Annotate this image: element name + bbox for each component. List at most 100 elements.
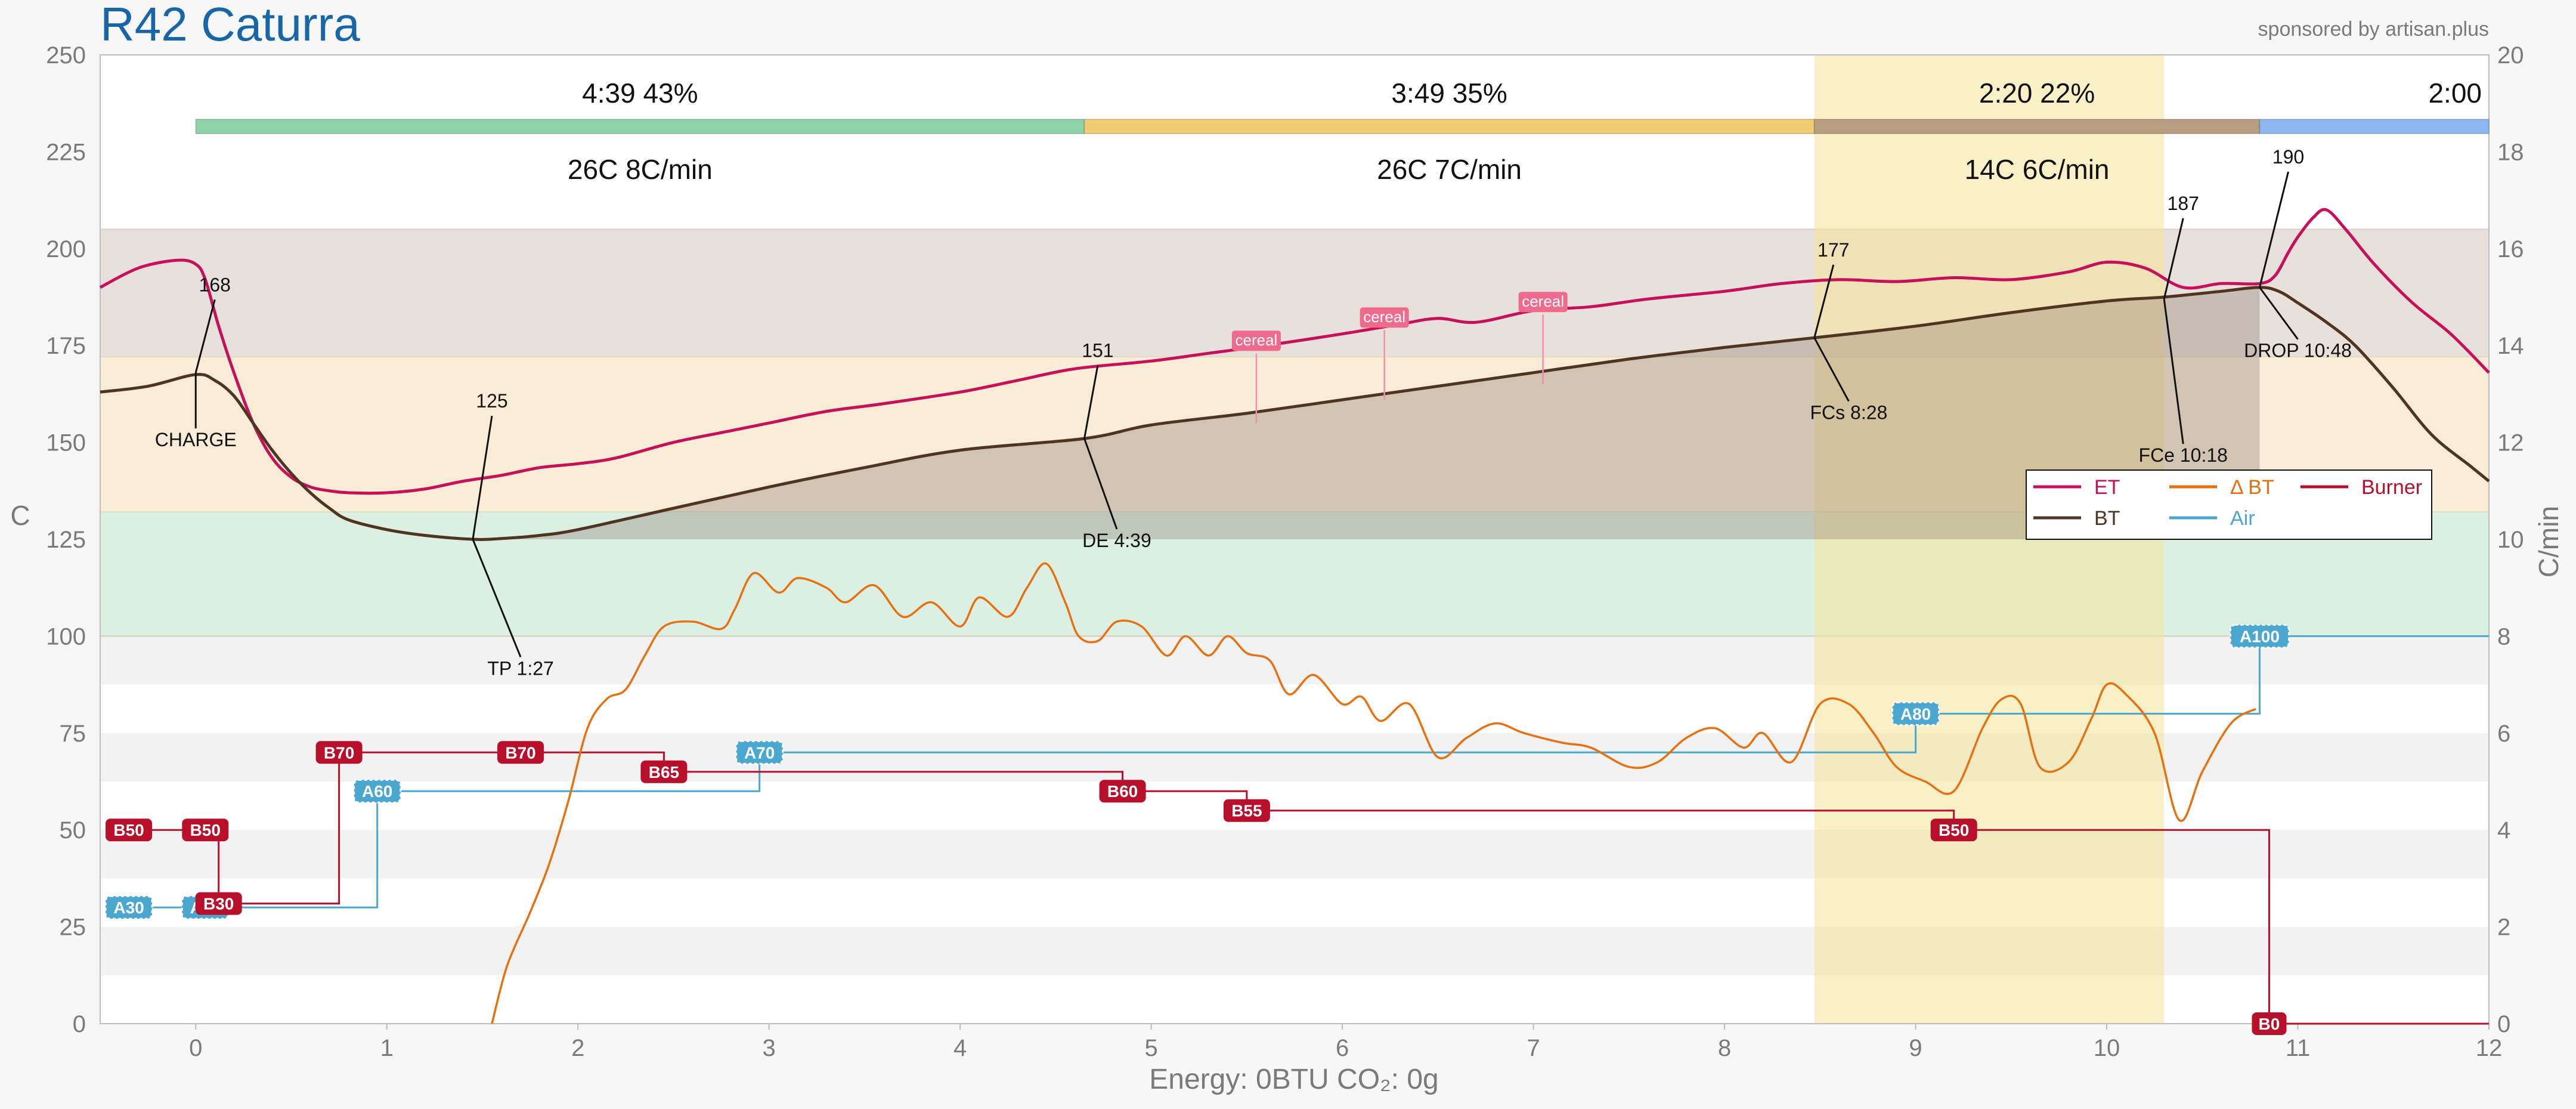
air-event-badge [2229, 623, 2290, 648]
phase-bar [2259, 119, 2490, 134]
phase-bar [1813, 119, 2261, 134]
phase-temp-label: 26C 8C/min [568, 154, 713, 185]
phase-bar [1083, 119, 1815, 134]
annotation-leader [1083, 438, 1118, 530]
x-tick: 0 [189, 1035, 202, 1061]
annotation-label: 190 [2272, 146, 2304, 168]
legend-box [2026, 469, 2432, 540]
burner-event-badge [640, 760, 688, 783]
annotation-label: DE 4:39 [1082, 530, 1151, 551]
annotation-label: DROP 10:48 [2244, 340, 2352, 362]
y-tick-left: 150 [46, 430, 86, 456]
air-event-badge [353, 779, 402, 804]
y-tick-right: 0 [2497, 1011, 2510, 1037]
marker-label: cereal [1522, 292, 1564, 310]
burner-event-badge [195, 892, 242, 915]
phase-bar [195, 119, 1085, 134]
annotation-leader [2163, 299, 2184, 444]
air-event-badge [1891, 701, 1940, 726]
x-tick: 7 [1527, 1035, 1540, 1061]
y-tick-left: 175 [46, 333, 86, 359]
y-tick-left: 125 [46, 527, 86, 553]
marker-tag [1231, 330, 1281, 351]
legend-entry-label: Air [2230, 507, 2255, 530]
y-tick-right: 10 [2497, 527, 2524, 553]
delta-bt-series-line [491, 562, 2256, 1024]
x-tick: 1 [380, 1035, 394, 1061]
annotation-leader [2259, 286, 2299, 340]
burner-event-badge [1930, 818, 1977, 842]
axis-layer: 0255075100125150175200225250024681012141… [46, 42, 2524, 1061]
y-tick-right: 4 [2497, 817, 2510, 844]
y-tick-right: 2 [2497, 915, 2510, 941]
y-tick-left: 100 [46, 623, 86, 650]
burner-event-badge-label: B0 [2259, 1015, 2280, 1033]
y-tick-right: 18 [2497, 139, 2524, 165]
air-event-badge-label: A30 [113, 898, 144, 917]
burner-series-line [129, 751, 2489, 1025]
annotation-label: 187 [2168, 193, 2199, 214]
legend: ET Δ BT Burner BT Air [2026, 469, 2432, 540]
burner-event-badge-label: B60 [1107, 782, 1138, 801]
annotation-leader [1813, 264, 1835, 338]
annotation-label: 168 [199, 274, 231, 295]
annotation-leader [472, 539, 522, 657]
x-tick: 8 [1718, 1035, 1731, 1061]
burner-event-badge [497, 741, 544, 764]
annotation-label: CHARGE [155, 429, 237, 450]
y-tick-right: 20 [2497, 42, 2524, 69]
y-tick-right: 14 [2497, 333, 2524, 359]
y-tick-left: 225 [46, 139, 86, 165]
y-tick-left: 25 [60, 915, 86, 941]
air-event-badge-label: A80 [1900, 705, 1931, 723]
y-tick-left: 200 [46, 236, 86, 262]
chart-title: R42 Caturra [100, 0, 360, 51]
x-tick: 5 [1145, 1035, 1158, 1061]
annotation-label: FCe 10:18 [2139, 444, 2228, 466]
y-tick-right: 16 [2497, 236, 2524, 262]
air-event-badge [104, 895, 153, 920]
marker-label: cereal [1235, 331, 1277, 349]
phase-temp-label: 14C 6C/min [1965, 154, 2110, 185]
legend-entry-label: ET [2094, 476, 2120, 499]
burner-event-badge [315, 741, 363, 764]
air-event-badge-label: A60 [362, 782, 392, 801]
burner-event-badge [106, 818, 153, 842]
burner-event-badge-label: B50 [190, 821, 221, 839]
plot-frame [100, 54, 2490, 1024]
annotation-leader [1083, 365, 1099, 439]
burner-event-badge [2252, 1012, 2287, 1035]
legend-entry-label: Burner [2361, 476, 2422, 499]
x-tick: 2 [571, 1035, 584, 1061]
legend-entry-label: BT [2094, 507, 2120, 530]
bt-series-line [100, 286, 2490, 541]
phase-time-label: 2:20 22% [1979, 78, 2095, 109]
annotation-layer: 168 CHARGE 125 TP 1:27 151 DE 4:39 177 FCs 8:28… [155, 146, 2352, 679]
air-event-badge-label: A100 [2240, 627, 2280, 645]
air-event-badge-label: A70 [744, 743, 775, 762]
burner-event-badge-label: B50 [113, 821, 144, 839]
annotation-label: 125 [476, 390, 507, 412]
bt-development-area [472, 287, 2260, 539]
y-tick-left: 250 [46, 42, 86, 69]
y-tick-left: 75 [60, 721, 86, 747]
marker-label: cereal [1363, 308, 1405, 326]
sponsor-text: sponsored by artisan.plus [2258, 18, 2489, 41]
legend-entry-label: Δ BT [2230, 476, 2274, 499]
y-axis-label-right: C/min [2533, 506, 2564, 577]
annotation-label: 177 [1818, 239, 1849, 261]
x-tick: 3 [763, 1035, 776, 1061]
phase-layer: 4:39 43% 26C 8C/min 3:49 35% 26C 7C/min 2:20… [195, 78, 2490, 185]
y-tick-right: 6 [2497, 721, 2510, 747]
burner-event-badge-label: B65 [649, 763, 679, 781]
marker-tag [1360, 307, 1409, 328]
x-tick: 10 [2094, 1035, 2120, 1061]
burner-event-badge [1223, 799, 1270, 822]
y-tick-right: 8 [2497, 623, 2510, 650]
y-tick-right: 12 [2497, 430, 2524, 456]
series-layer: A30A30A60A70A80A100B50B50B30B70B70B65B60… [99, 208, 2490, 1035]
y-axis-label-left: C [10, 500, 30, 531]
annotation-leader [2258, 171, 2289, 288]
